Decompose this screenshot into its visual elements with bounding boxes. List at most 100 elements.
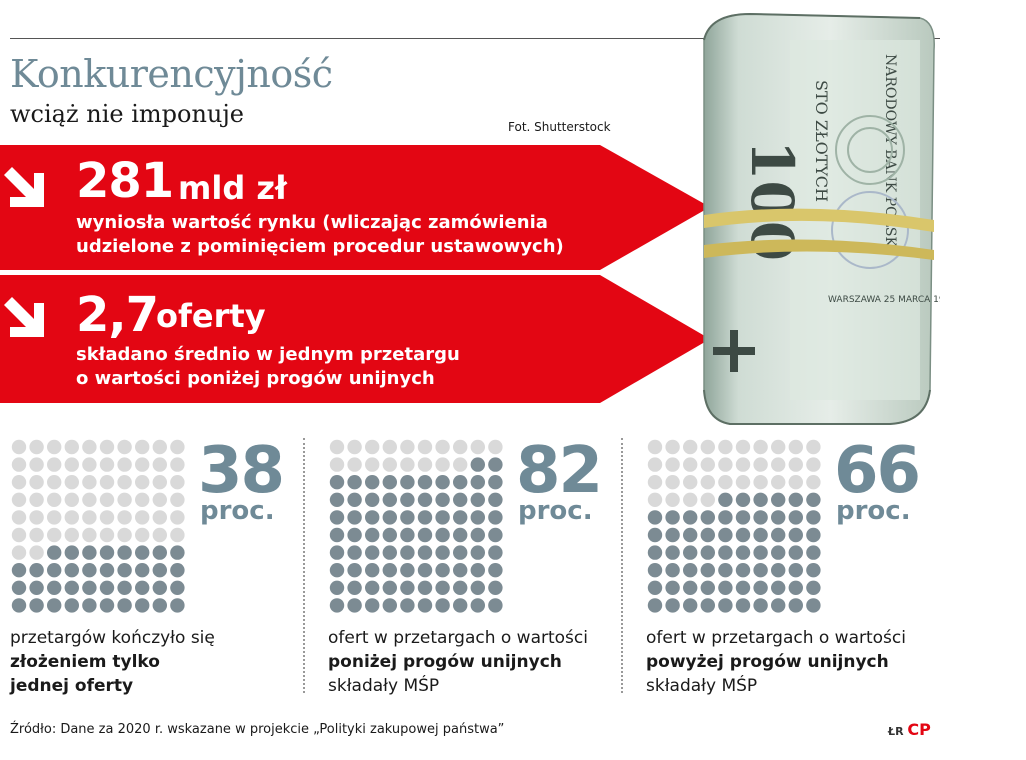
waffle-dot-empty <box>29 545 44 560</box>
waffle-dot-empty <box>29 527 44 543</box>
waffle-dot-filled <box>347 510 362 525</box>
logo-author: ŁR <box>888 725 904 738</box>
stat-caption: przetargów kończyło się złożeniem tylko … <box>10 626 320 698</box>
waffle-dot-filled <box>347 545 362 560</box>
stat-sme-below-threshold: 82 proc. ofert w przetargach o wartości … <box>328 434 638 700</box>
waffle-dot-filled <box>365 492 380 507</box>
waffle-dot-filled <box>453 580 468 595</box>
waffle-dot-filled <box>400 545 415 560</box>
waffle-dot-empty <box>365 439 380 455</box>
market-value-description: wyniosła wartość rynku (wliczając zamówi… <box>76 211 564 259</box>
waffle-dot-filled <box>683 527 698 543</box>
waffle-dot-filled <box>683 563 698 578</box>
waffle-dot-empty <box>82 527 97 543</box>
caption-line: składały MŚP <box>328 676 440 696</box>
waffle-dot-empty <box>117 492 132 507</box>
avg-offers-description: składano średnio w jednym przetargu o wa… <box>76 343 460 391</box>
waffle-dot-empty <box>735 475 751 490</box>
waffle-dot-filled <box>647 598 663 613</box>
waffle-dot-filled <box>470 492 485 507</box>
waffle-dot-empty <box>170 457 185 472</box>
waffle-dot-filled <box>135 563 150 578</box>
waffle-dot-filled <box>29 580 44 595</box>
waffle-dot-empty <box>647 439 663 455</box>
waffle-dot-empty <box>700 457 715 472</box>
waffle-dot-filled <box>788 510 803 525</box>
waffle-dot-filled <box>453 527 468 543</box>
waffle-dot-empty <box>11 475 27 490</box>
waffle-dot-empty <box>64 492 79 507</box>
waffle-dot-filled <box>170 598 185 613</box>
waffle-dot-empty <box>718 457 733 472</box>
waffle-dot-empty <box>700 492 715 507</box>
waffle-dot-filled <box>753 563 768 578</box>
waffle-dot-empty <box>382 457 397 472</box>
waffle-dot-empty <box>170 439 185 455</box>
caption-line: składały MŚP <box>646 676 758 696</box>
waffle-dot-filled <box>117 598 132 613</box>
waffle-dot-empty <box>753 475 768 490</box>
waffle-dot-filled <box>135 580 150 595</box>
waffle-dot-filled <box>417 510 433 525</box>
waffle-dot-empty <box>99 510 115 525</box>
waffle-dot-filled <box>470 580 485 595</box>
waffle-dot-filled <box>29 598 44 613</box>
waffle-dot-filled <box>417 475 433 490</box>
waffle-dot-empty <box>135 527 150 543</box>
waffle-dot-empty <box>82 475 97 490</box>
waffle-dot-filled <box>453 510 468 525</box>
waffle-dot-empty <box>665 439 680 455</box>
caption-line: ofert w przetargach o wartości <box>328 628 588 648</box>
waffle-dot-empty <box>47 527 62 543</box>
waffle-dot-empty <box>417 439 433 455</box>
waffle-dot-filled <box>806 510 821 525</box>
waffle-dot-empty <box>99 527 115 543</box>
waffle-dot-filled <box>347 598 362 613</box>
waffle-dot-filled <box>365 527 380 543</box>
waffle-dot-filled <box>417 563 433 578</box>
banknote-roll-image: 100 STO ZŁOTYCH NARODOWY BANK POLSKI WAR… <box>703 12 940 425</box>
waffle-dot-filled <box>382 475 397 490</box>
waffle-dot-filled <box>665 580 680 595</box>
waffle-dot-empty <box>47 492 62 507</box>
waffle-dot-filled <box>683 545 698 560</box>
waffle-dot-filled <box>771 563 786 578</box>
waffle-dot-filled <box>365 510 380 525</box>
waffle-dot-empty <box>152 475 167 490</box>
waffle-dot-empty <box>400 457 415 472</box>
note-text: STO ZŁOTYCH <box>812 80 831 202</box>
waffle-dot-empty <box>64 475 79 490</box>
waffle-dot-filled <box>170 563 185 578</box>
waffle-dot-filled <box>117 545 132 560</box>
waffle-dot-filled <box>753 527 768 543</box>
waffle-dot-filled <box>788 598 803 613</box>
market-value-unit: mld zł <box>178 169 287 207</box>
waffle-dot-empty <box>152 527 167 543</box>
waffle-dot-filled <box>11 563 27 578</box>
waffle-dot-filled <box>435 580 450 595</box>
waffle-dot-filled <box>806 598 821 613</box>
waffle-dot-empty <box>135 475 150 490</box>
waffle-dot-filled <box>665 598 680 613</box>
waffle-dot-filled <box>647 580 663 595</box>
waffle-chart <box>647 439 821 613</box>
waffle-dot-filled <box>400 510 415 525</box>
waffle-dot-empty <box>29 439 44 455</box>
waffle-dot-filled <box>488 598 503 613</box>
waffle-dot-filled <box>683 510 698 525</box>
waffle-dot-empty <box>647 492 663 507</box>
waffle-dot-filled <box>347 563 362 578</box>
bank-text: NARODOWY BANK POLSKI <box>882 54 898 253</box>
stat-percent-unit: proc. <box>200 496 275 526</box>
waffle-dot-filled <box>435 510 450 525</box>
waffle-dot-filled <box>347 580 362 595</box>
waffle-dot-filled <box>329 545 345 560</box>
waffle-dot-filled <box>99 545 115 560</box>
waffle-dot-filled <box>771 527 786 543</box>
stat-percent: 38 <box>198 434 285 508</box>
waffle-dot-filled <box>64 545 79 560</box>
waffle-dot-filled <box>700 510 715 525</box>
market-value-number: 281 <box>76 153 174 209</box>
waffle-dot-filled <box>152 580 167 595</box>
waffle-dot-empty <box>400 439 415 455</box>
